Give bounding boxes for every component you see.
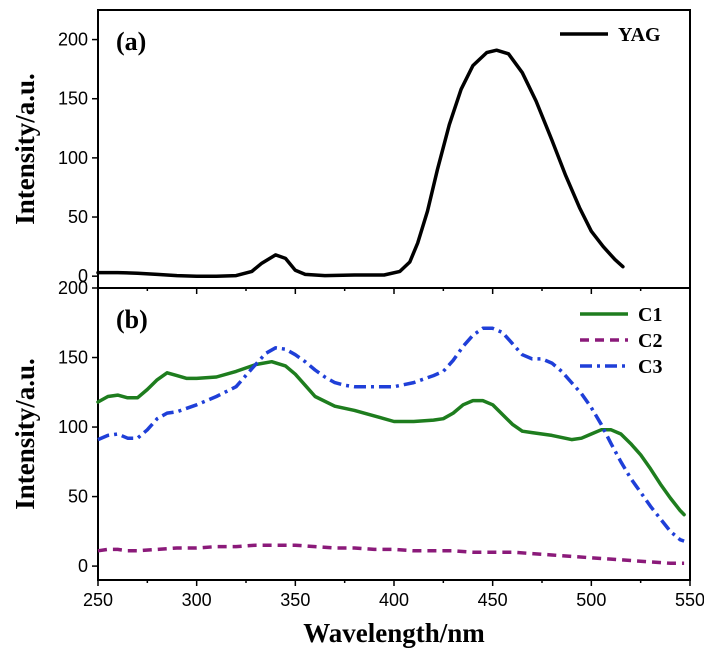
y-tick-label: 0 [78, 556, 88, 576]
x-tick-label: 400 [379, 590, 409, 610]
x-tick-label: 300 [182, 590, 212, 610]
y-tick-label: 150 [58, 89, 88, 109]
y-tick-label: 100 [58, 148, 88, 168]
panel-a: 0 50 100 150 200 Intensity/a.u. (a) YAG [10, 9, 691, 294]
x-tick-label: 500 [576, 590, 606, 610]
y-tick-label: 200 [58, 278, 88, 298]
legend-label-c3: C3 [638, 356, 662, 378]
x-tick-label: 250 [83, 590, 113, 610]
plot-frame [97, 287, 691, 581]
series-line-c1 [96, 359, 686, 517]
y-tick-label: 50 [68, 487, 88, 507]
x-tick-label: 450 [478, 590, 508, 610]
y-axis-label: Intensity/a.u. [10, 73, 40, 225]
y-axis-label: Intensity/a.u. [10, 358, 40, 510]
panel-label: (a) [116, 27, 146, 56]
y-tick-label: 50 [68, 207, 88, 227]
panel-label: (b) [116, 305, 148, 334]
series-line-c3 [97, 326, 685, 543]
x-tick-label: 550 [675, 590, 704, 610]
y-tick-label: 150 [58, 348, 88, 368]
legend-label-c2: C2 [638, 330, 662, 352]
y-tick-label: 100 [58, 417, 88, 437]
x-tick-label: 350 [280, 590, 310, 610]
series-line-c2 [97, 543, 685, 566]
series-line-yag [96, 48, 625, 278]
panel-b: 0 50 100 150 200 250 300 350 400 450 500 550 Intensi… [10, 278, 704, 610]
legend-label-c1: C1 [638, 304, 662, 326]
y-tick-label: 200 [58, 30, 88, 50]
x-axis-label: Wavelength/nm [303, 618, 485, 648]
y-tick-label: 0 [78, 266, 88, 286]
legend-label-yag: YAG [618, 24, 661, 46]
